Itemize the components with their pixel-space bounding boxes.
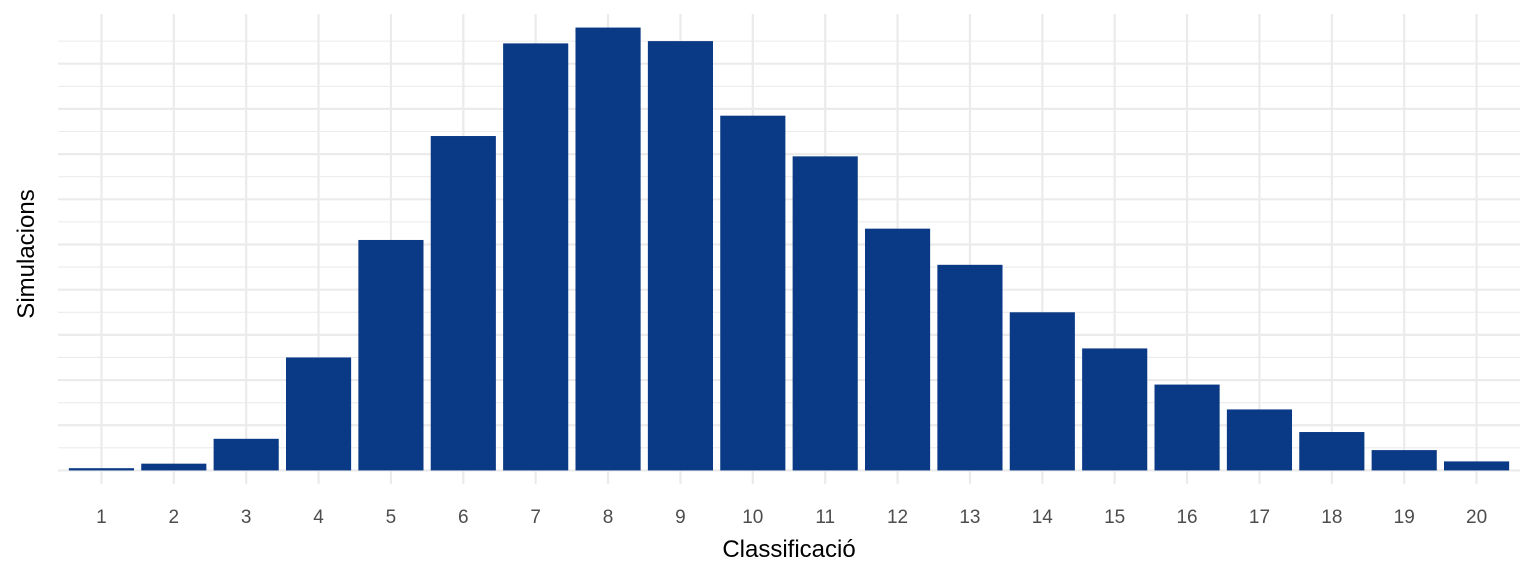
bar-4 [285, 357, 352, 471]
bar-13 [937, 264, 1003, 471]
bar-11 [792, 156, 858, 471]
bar-16 [1154, 384, 1220, 471]
x-tick-label: 16 [1176, 507, 1197, 528]
bar-10 [720, 115, 786, 471]
x-tick-label: 19 [1394, 507, 1415, 528]
bar-2 [141, 463, 207, 471]
bar-9 [647, 41, 714, 471]
x-tick-label: 8 [603, 507, 614, 528]
bar-15 [1082, 348, 1148, 471]
x-tick-label: 17 [1249, 507, 1270, 528]
x-tick-label: 3 [241, 507, 252, 528]
x-tick-label: 18 [1321, 507, 1342, 528]
x-tick-label: 20 [1466, 507, 1487, 528]
bar-19 [1371, 450, 1437, 471]
y-axis-title: Simulacions [13, 189, 40, 318]
bar-8 [575, 27, 641, 471]
bar-18 [1299, 432, 1365, 471]
bar-5 [358, 239, 424, 471]
x-tick-label: 6 [458, 507, 469, 528]
bar-6 [430, 136, 496, 471]
bar-17 [1226, 409, 1293, 471]
x-tick-label: 4 [313, 507, 324, 528]
bar-3 [213, 438, 279, 471]
x-tick-label: 2 [169, 507, 180, 528]
bar-12 [864, 228, 931, 471]
bar-7 [503, 43, 569, 471]
bar-1 [68, 468, 134, 471]
x-tick-label: 1 [96, 507, 107, 528]
x-tick-label: 15 [1104, 507, 1125, 528]
x-tick-label: 7 [530, 507, 541, 528]
grid-lines [58, 14, 1520, 484]
x-tick-label: 9 [675, 507, 686, 528]
x-tick-label: 5 [386, 507, 397, 528]
x-tick-label: 13 [959, 507, 980, 528]
x-axis-title: Classificació [722, 536, 855, 563]
bar-20 [1444, 461, 1510, 471]
bars [68, 27, 1510, 471]
bar-14 [1009, 312, 1075, 471]
x-tick-label: 10 [742, 507, 763, 528]
x-tick-labels: 1 2 3 4 5 6 7 8 9 10 11 12 13 14 15 16 17 18 19 20 [96, 507, 1487, 528]
x-tick-label: 12 [887, 507, 908, 528]
x-tick-label: 14 [1032, 507, 1054, 528]
x-tick-label: 11 [815, 507, 835, 528]
